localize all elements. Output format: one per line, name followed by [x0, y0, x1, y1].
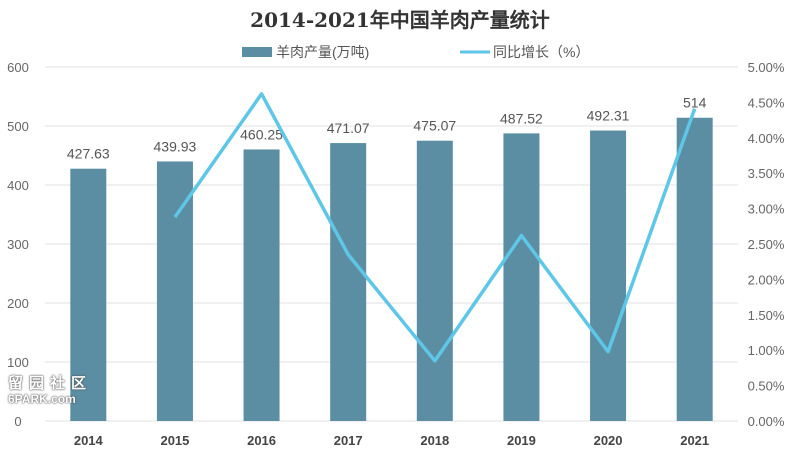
- bar-data-label: 492.31: [587, 108, 630, 124]
- bar-data-label: 487.52: [500, 110, 543, 126]
- bar: [330, 143, 367, 421]
- legend-bar-swatch: [242, 47, 272, 57]
- x-tick-label: 2020: [594, 433, 623, 448]
- right-tick-label: 5.00%: [748, 60, 785, 75]
- x-tick-label: 2017: [334, 433, 363, 448]
- x-tick-label: 2014: [74, 433, 104, 448]
- bar-data-label: 439.93: [154, 138, 197, 154]
- x-tick-label: 2019: [507, 433, 536, 448]
- right-tick-label: 2.00%: [748, 272, 785, 287]
- left-tick-label: 200: [7, 296, 29, 311]
- right-tick-label: 0.50%: [748, 379, 785, 394]
- right-tick-label: 1.00%: [748, 343, 785, 358]
- left-tick-label: 500: [7, 119, 29, 134]
- x-tick-label: 2021: [680, 433, 709, 448]
- bar: [416, 140, 453, 422]
- chart-title: 2014-2021年中国羊肉产量统计: [250, 8, 550, 32]
- watermark-en: 6PARK.com: [8, 391, 76, 406]
- bar: [503, 133, 540, 421]
- right-tick-label: 0.00%: [748, 414, 785, 429]
- bar: [70, 168, 107, 421]
- left-tick-label: 400: [7, 178, 29, 193]
- left-tick-label: 600: [7, 60, 29, 75]
- watermark: 留园社区 6PARK.com: [8, 375, 93, 406]
- x-tick-label: 2015: [160, 433, 189, 448]
- x-tick-label: 2016: [247, 433, 276, 448]
- right-tick-label: 3.50%: [748, 166, 785, 181]
- bar-data-label: 471.07: [327, 120, 370, 136]
- right-tick-label: 3.00%: [748, 202, 785, 217]
- bar: [156, 161, 193, 422]
- left-tick-label: 300: [7, 237, 29, 252]
- legend-line-label: 同比增长（%）: [493, 44, 589, 60]
- bar-data-label: 460.25: [240, 126, 283, 142]
- bar-data-label: 475.07: [413, 118, 456, 134]
- right-tick-label: 4.50%: [748, 95, 785, 110]
- bar-data-label: 427.63: [67, 146, 110, 162]
- left-tick-label: 100: [7, 355, 29, 370]
- legend-bar-label: 羊肉产量(万吨): [276, 44, 369, 60]
- right-tick-label: 2.50%: [748, 237, 785, 252]
- left-tick-label: 0: [14, 414, 21, 429]
- bar: [676, 117, 713, 422]
- bar: [243, 149, 280, 421]
- bar-data-label: 514: [683, 95, 707, 111]
- bar: [590, 130, 627, 421]
- right-tick-label: 4.00%: [748, 131, 785, 146]
- right-tick-label: 1.50%: [748, 308, 785, 323]
- watermark-cn: 留园社区: [8, 375, 93, 392]
- x-tick-label: 2018: [420, 433, 449, 448]
